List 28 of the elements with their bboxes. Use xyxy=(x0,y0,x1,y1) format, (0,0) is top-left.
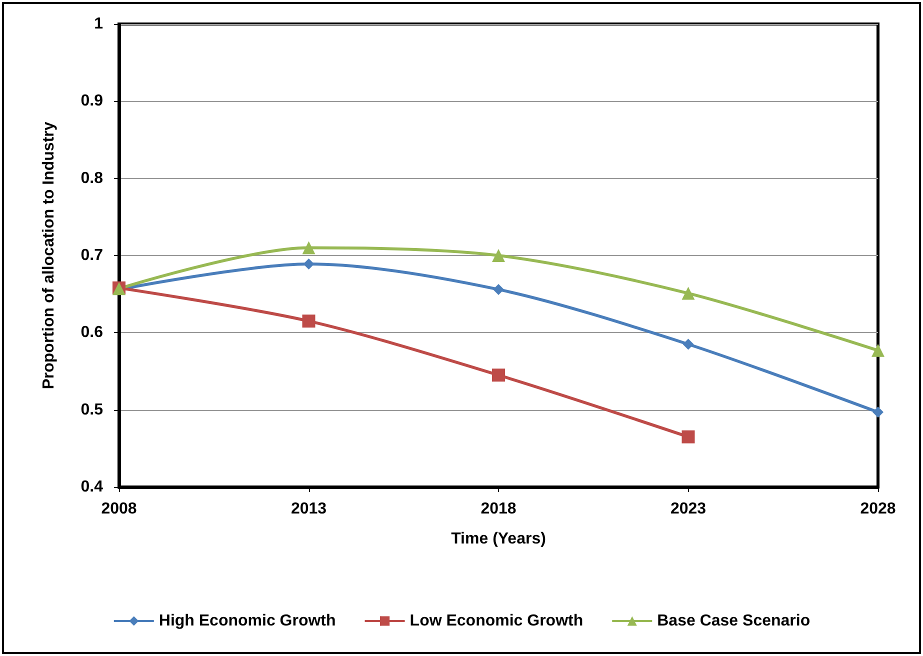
point xyxy=(682,430,695,444)
point xyxy=(682,286,695,300)
legend-label: Low Economic Growth xyxy=(410,612,584,630)
point xyxy=(872,406,884,418)
y-tick-label: 0.9 xyxy=(80,92,104,110)
x-tick-label: 2018 xyxy=(480,500,516,518)
point xyxy=(492,249,505,262)
point xyxy=(682,338,694,350)
y-tick-label: 1 xyxy=(94,16,104,32)
y-tick-label: 0.5 xyxy=(80,401,104,418)
point xyxy=(872,344,884,357)
x-tick-label: 2013 xyxy=(290,500,327,518)
point xyxy=(302,241,316,254)
x-tick-label: 2008 xyxy=(101,500,137,518)
y-tick-label: 0.7 xyxy=(80,247,104,264)
point xyxy=(303,258,314,270)
point xyxy=(302,314,316,328)
x-axis-title: Time (Years) xyxy=(451,530,546,548)
y-axis-title: Proportion of allocation to Industry xyxy=(40,122,58,390)
x-tick-label: 2023 xyxy=(670,500,706,518)
y-tick-label: 0.6 xyxy=(80,324,104,342)
point xyxy=(493,284,504,295)
legend-label: Base Case Scenario xyxy=(657,612,810,630)
point xyxy=(492,368,505,382)
x-tick-label: 2028 xyxy=(860,500,896,518)
y-tick-label: 0.4 xyxy=(80,478,104,496)
legend-label: High Economic Growth xyxy=(158,612,336,630)
y-tick-label: 0.8 xyxy=(80,170,104,187)
